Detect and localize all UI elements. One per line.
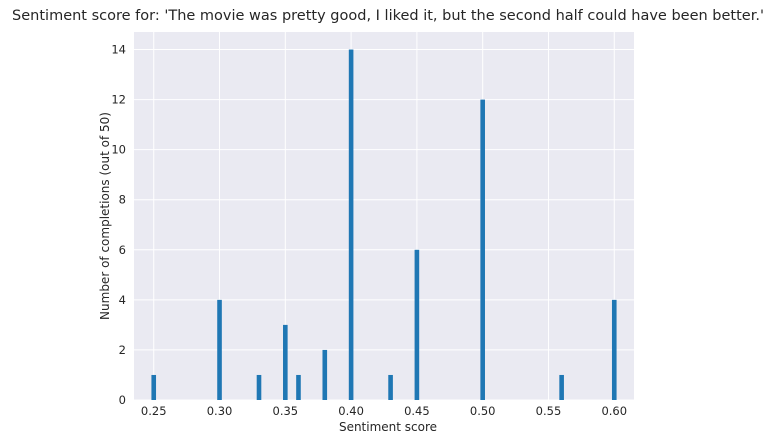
bar bbox=[348, 49, 354, 401]
plot-background bbox=[134, 32, 634, 400]
x-tick-labels: 0.25 0.30 0.35 0.40 0.45 0.50 0.55 0.60 bbox=[141, 404, 627, 418]
y-tick-label: 0 bbox=[119, 393, 126, 407]
y-axis-label: Number of completions (out of 50) bbox=[98, 112, 112, 320]
x-tick-label: 0.40 bbox=[338, 404, 364, 418]
x-axis-label: Sentiment score bbox=[339, 420, 437, 434]
y-tick-labels: 0 2 4 6 8 10 12 14 bbox=[111, 43, 126, 407]
chart-title: Sentiment score for: 'The movie was pret… bbox=[12, 8, 764, 24]
y-tick-label: 14 bbox=[111, 43, 126, 57]
y-tick-label: 2 bbox=[119, 343, 126, 357]
x-tick-label: 0.60 bbox=[601, 404, 627, 418]
bar bbox=[414, 249, 420, 400]
x-tick-label: 0.25 bbox=[141, 404, 167, 418]
bar bbox=[480, 99, 485, 401]
bars bbox=[151, 49, 617, 401]
y-tick-label: 6 bbox=[119, 243, 126, 257]
bar bbox=[559, 374, 564, 400]
y-tick-label: 12 bbox=[111, 93, 126, 107]
x-tick-label: 0.50 bbox=[470, 404, 496, 418]
y-tick-label: 4 bbox=[119, 293, 126, 307]
bar bbox=[296, 374, 301, 400]
y-tick-label: 10 bbox=[111, 143, 126, 157]
bar bbox=[151, 374, 157, 400]
bar bbox=[322, 349, 328, 400]
bar bbox=[611, 299, 617, 400]
bar bbox=[256, 374, 262, 400]
x-tick-label: 0.55 bbox=[536, 404, 562, 418]
x-tick-label: 0.35 bbox=[273, 404, 299, 418]
x-tick-label: 0.30 bbox=[207, 404, 233, 418]
bar bbox=[283, 324, 288, 400]
bar bbox=[388, 374, 393, 400]
x-tick-label: 0.45 bbox=[404, 404, 430, 418]
bar bbox=[217, 299, 222, 400]
y-tick-label: 8 bbox=[119, 193, 126, 207]
